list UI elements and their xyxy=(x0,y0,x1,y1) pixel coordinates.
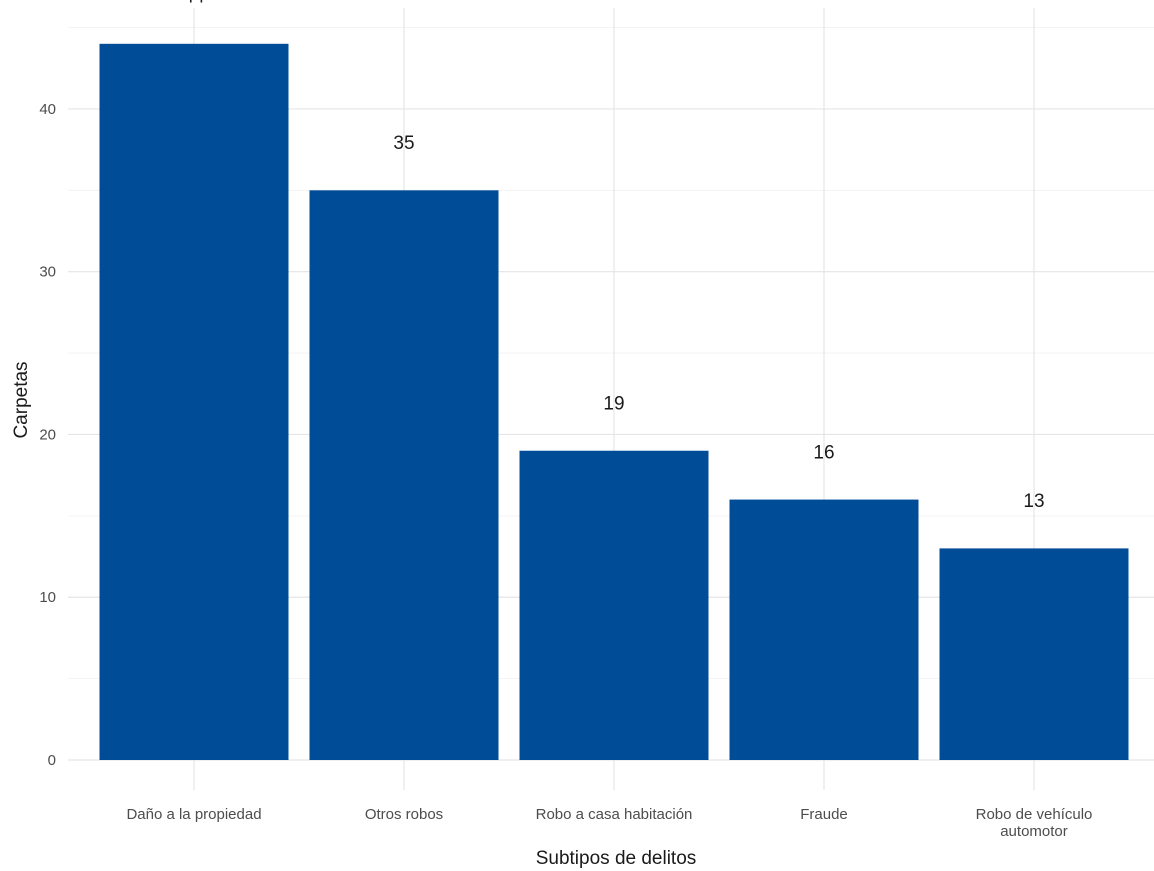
x-axis-tick-labels: Daño a la propiedad Otros robos Robo a cas… xyxy=(126,806,1092,840)
data-label: 19 xyxy=(603,394,624,415)
x-tick-label: Otros robos xyxy=(365,806,443,823)
bar xyxy=(309,190,499,760)
x-tick-label: Daño a la propiedad xyxy=(126,806,261,823)
y-tick-label: 10 xyxy=(39,589,56,606)
x-tick-label: Robo a casa habitación xyxy=(536,806,693,823)
bar xyxy=(939,548,1129,760)
bars xyxy=(99,43,1129,761)
x-axis-title: Subtipos de delitos xyxy=(536,848,697,869)
x-tick-label: Robo de vehículo automotor xyxy=(976,806,1093,840)
y-axis-tick-labels: 0 10 20 30 40 xyxy=(39,101,56,769)
bar xyxy=(519,450,709,760)
data-label: 16 xyxy=(813,442,834,463)
y-tick-label: 20 xyxy=(39,426,56,443)
y-axis-title: Carpetas xyxy=(11,361,32,438)
bar xyxy=(99,43,289,761)
data-labels: 44 35 19 16 13 xyxy=(183,0,1044,512)
y-tick-label: 0 xyxy=(48,752,56,769)
bar xyxy=(729,499,919,760)
y-tick-label: 30 xyxy=(39,264,56,281)
data-label: 13 xyxy=(1023,491,1044,512)
data-label: 35 xyxy=(393,133,414,154)
y-tick-label: 40 xyxy=(39,101,56,118)
x-tick-label: Fraude xyxy=(800,806,848,823)
data-label: 44 xyxy=(183,0,205,8)
